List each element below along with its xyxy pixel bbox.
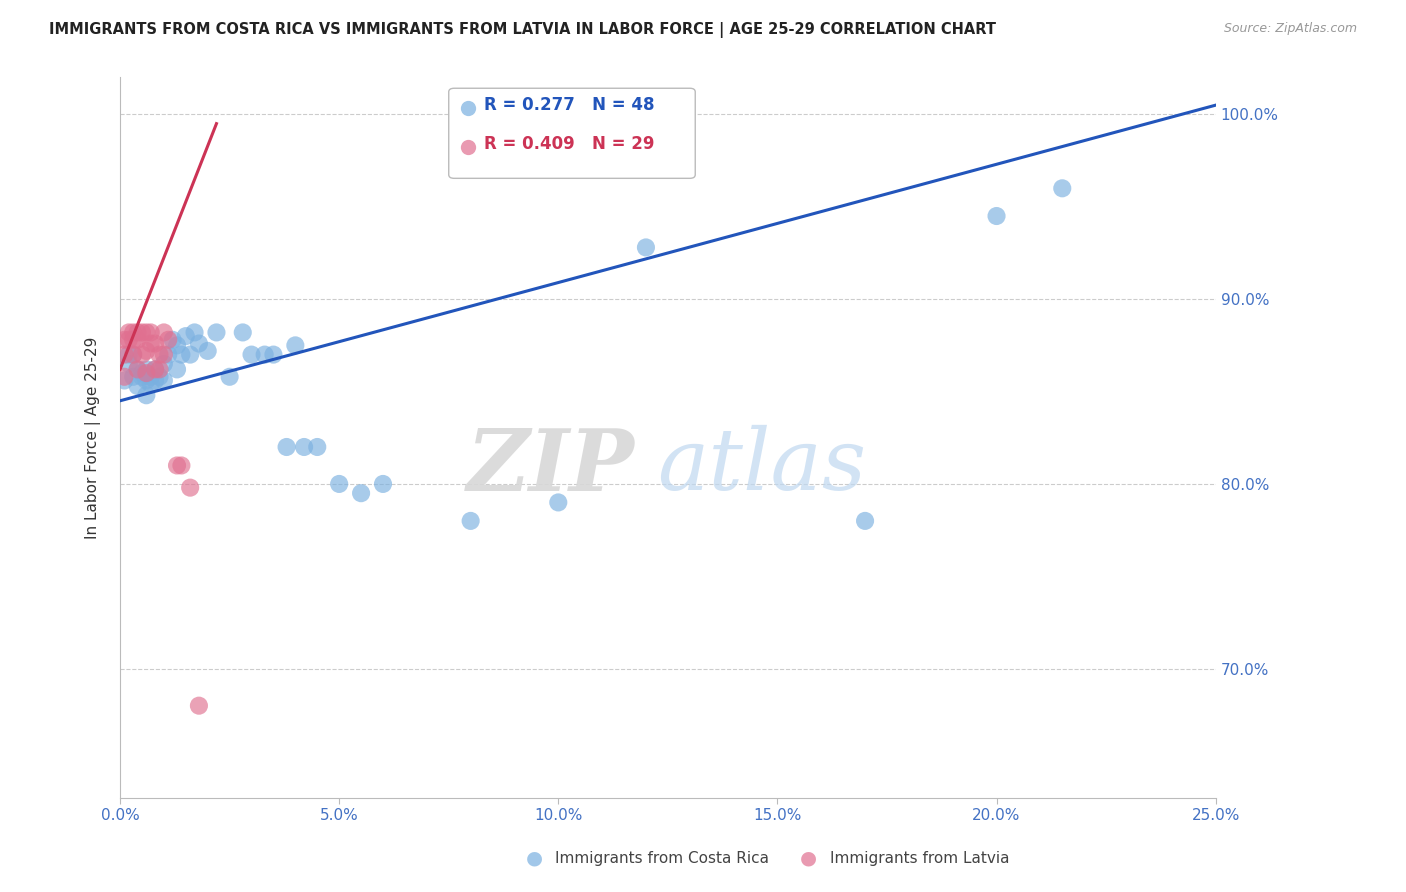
Point (634, 240, 657, 254)
Text: Immigrants from Latvia: Immigrants from Latvia (830, 851, 1010, 865)
Point (350, 486, 373, 500)
Point (170, 458, 193, 473)
Point (187, 336, 209, 351)
Point (328, 477, 350, 491)
Point (135, 388, 157, 402)
Point (122, 333, 145, 347)
Point (218, 369, 240, 384)
Point (122, 348, 145, 362)
Point (122, 326, 145, 340)
Point (179, 481, 201, 495)
Text: Immigrants from Costa Rica: Immigrants from Costa Rica (555, 851, 769, 865)
Point (170, 348, 193, 362)
Point (307, 440, 329, 454)
Point (166, 338, 188, 352)
Point (183, 326, 205, 340)
Point (114, 333, 136, 347)
Text: IMMIGRANTS FROM COSTA RICA VS IMMIGRANTS FROM LATVIA IN LABOR FORCE | AGE 25-29 : IMMIGRANTS FROM COSTA RICA VS IMMIGRANTS… (49, 22, 997, 38)
Point (253, 348, 276, 362)
Point (179, 348, 201, 362)
Point (187, 698, 209, 713)
Point (157, 333, 180, 347)
Point (197, 343, 219, 358)
Point (127, 326, 149, 340)
Point (139, 336, 162, 351)
Point (143, 362, 166, 376)
FancyBboxPatch shape (449, 88, 695, 178)
Y-axis label: In Labor Force | Age 25-29: In Labor Force | Age 25-29 (86, 336, 101, 539)
Point (153, 374, 176, 388)
Point (135, 326, 157, 340)
Point (118, 333, 141, 347)
Point (143, 336, 166, 351)
Point (205, 326, 228, 340)
Point (139, 326, 162, 340)
Point (139, 369, 162, 384)
Point (1052, 181, 1074, 195)
Text: Source: ZipAtlas.com: Source: ZipAtlas.com (1223, 22, 1357, 36)
Point (166, 458, 188, 473)
Point (853, 514, 876, 528)
Point (135, 374, 157, 388)
Point (127, 362, 149, 376)
Point (135, 362, 157, 376)
Point (276, 440, 298, 454)
Point (127, 379, 149, 393)
Point (148, 362, 170, 376)
Text: R = 0.277   N = 48: R = 0.277 N = 48 (484, 95, 654, 114)
Point (143, 362, 166, 376)
Point (114, 369, 136, 384)
Point (153, 348, 176, 362)
Text: ●: ● (526, 848, 543, 868)
Point (240, 348, 263, 362)
Point (148, 369, 170, 384)
Point (157, 348, 180, 362)
Point (262, 348, 284, 362)
Point (153, 357, 176, 371)
Point (114, 374, 136, 388)
Point (118, 357, 141, 371)
Point (232, 326, 254, 340)
Point (118, 348, 141, 362)
Point (148, 348, 170, 362)
Point (135, 343, 157, 358)
Point (153, 326, 176, 340)
Point (131, 366, 153, 380)
Point (371, 477, 394, 491)
Text: ●: ● (800, 848, 817, 868)
Text: ZIP: ZIP (467, 425, 636, 508)
Point (139, 377, 162, 392)
Text: R = 0.409   N = 29: R = 0.409 N = 29 (484, 136, 654, 153)
Text: atlas: atlas (657, 425, 866, 508)
Point (135, 366, 157, 380)
Point (143, 374, 166, 388)
Point (122, 369, 145, 384)
Point (118, 326, 141, 340)
Point (114, 348, 136, 362)
Point (127, 333, 149, 347)
Point (460, 514, 482, 528)
Point (986, 209, 1008, 223)
Point (131, 369, 153, 384)
Point (131, 326, 153, 340)
Point (174, 329, 197, 343)
Point (284, 338, 307, 352)
Point (122, 348, 145, 362)
Point (166, 362, 188, 376)
Point (547, 495, 569, 509)
Point (292, 440, 315, 454)
Point (127, 362, 149, 376)
Point (131, 348, 153, 362)
Point (162, 333, 184, 347)
